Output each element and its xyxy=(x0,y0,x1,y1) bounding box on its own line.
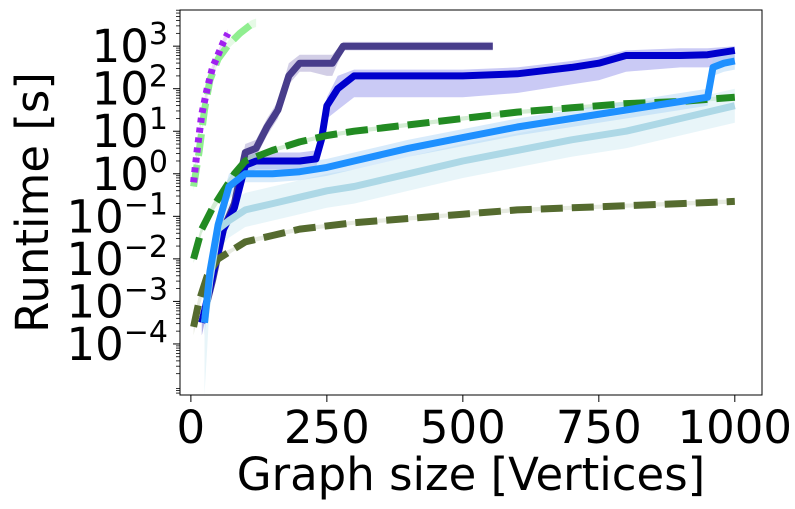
x-axis-label: Graph size [Vertices] xyxy=(237,448,706,501)
y-tick-label: 101 xyxy=(92,102,168,158)
y-tick-label: 10−4 xyxy=(67,315,169,371)
x-tick-label: 750 xyxy=(556,401,642,454)
y-axis-label: Runtime [s] xyxy=(6,72,59,333)
series-4-line xyxy=(201,102,736,324)
series-5-line xyxy=(201,57,736,324)
series-2-line xyxy=(190,93,736,260)
y-tick-label: 100 xyxy=(92,145,168,201)
x-tick-label: 500 xyxy=(420,401,506,454)
series-3-line xyxy=(190,197,735,328)
x-tick-label: 250 xyxy=(284,401,370,454)
series-7-line xyxy=(190,31,232,183)
y-tick-label: 10−1 xyxy=(67,187,169,243)
y-tick-label: 103 xyxy=(92,17,168,73)
plot-frame xyxy=(179,9,763,396)
x-tick-label: 1000 xyxy=(678,401,793,454)
series-lines xyxy=(190,19,736,328)
x-axis: 0 250 500 750 1000 xyxy=(177,395,793,454)
y-tick-label: 10−2 xyxy=(67,230,169,286)
y-tick-label: 10−3 xyxy=(67,272,169,328)
y-tick-label: 102 xyxy=(92,60,168,116)
x-tick-label: 0 xyxy=(177,401,206,454)
